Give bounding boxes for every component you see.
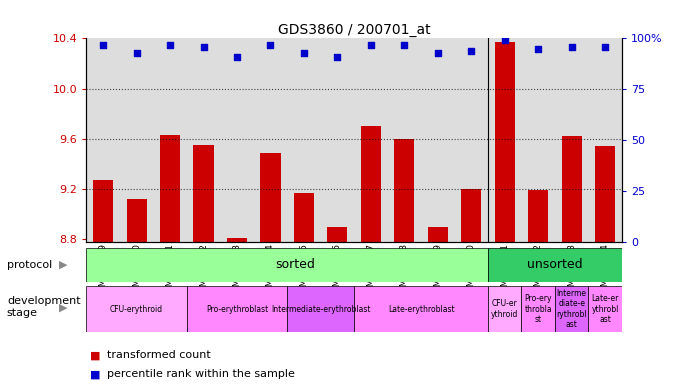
Bar [595, 146, 615, 242]
Bar [461, 189, 482, 242]
Title: GDS3860 / 200701_at: GDS3860 / 200701_at [278, 23, 430, 37]
Text: Late-erythroblast: Late-erythroblast [388, 305, 455, 314]
Bar [126, 199, 146, 242]
Point [231, 54, 243, 60]
Point [366, 41, 377, 48]
Point [499, 37, 510, 43]
Text: Pro-ery
throbla
st: Pro-ery throbla st [524, 294, 552, 324]
FancyBboxPatch shape [86, 286, 187, 332]
FancyBboxPatch shape [555, 286, 589, 332]
Text: unsorted: unsorted [527, 258, 583, 271]
Text: sorted: sorted [276, 258, 316, 271]
Text: Pro-erythroblast: Pro-erythroblast [206, 305, 268, 314]
Point [566, 43, 577, 50]
Point [332, 54, 343, 60]
Text: ■: ■ [90, 369, 100, 379]
Point [265, 41, 276, 48]
Point [164, 41, 176, 48]
FancyBboxPatch shape [354, 286, 488, 332]
Point [299, 50, 310, 56]
Bar [495, 42, 515, 242]
Bar [193, 145, 214, 242]
Text: Interme
diate-e
rythrobl
ast: Interme diate-e rythrobl ast [556, 289, 587, 329]
Point [97, 41, 108, 48]
Bar [294, 193, 314, 242]
Text: ▶: ▶ [59, 302, 67, 312]
Point [131, 50, 142, 56]
Bar [428, 227, 448, 242]
Text: CFU-erythroid: CFU-erythroid [110, 305, 163, 314]
Bar [395, 139, 415, 242]
Point [399, 41, 410, 48]
Text: ■: ■ [90, 350, 100, 360]
Bar [361, 126, 381, 242]
Text: protocol: protocol [7, 260, 52, 270]
Text: ▶: ▶ [59, 260, 67, 270]
Bar [160, 135, 180, 242]
Bar [93, 180, 113, 242]
FancyBboxPatch shape [488, 286, 522, 332]
Text: percentile rank within the sample: percentile rank within the sample [107, 369, 295, 379]
Text: Late-er
ythrobl
ast: Late-er ythrobl ast [591, 294, 619, 324]
Point [198, 43, 209, 50]
Point [466, 48, 477, 54]
Point [600, 43, 611, 50]
FancyBboxPatch shape [187, 286, 287, 332]
Bar [528, 190, 548, 242]
Text: transformed count: transformed count [107, 350, 211, 360]
Point [533, 46, 544, 52]
Text: CFU-er
ythroid: CFU-er ythroid [491, 300, 518, 319]
FancyBboxPatch shape [522, 286, 555, 332]
Bar [562, 136, 582, 242]
Text: Intermediate-erythroblast: Intermediate-erythroblast [271, 305, 370, 314]
Text: development
stage: development stage [7, 296, 81, 318]
Point [433, 50, 444, 56]
Bar [328, 227, 348, 242]
FancyBboxPatch shape [589, 286, 622, 332]
FancyBboxPatch shape [86, 248, 488, 282]
Bar [261, 153, 281, 242]
Bar [227, 238, 247, 242]
FancyBboxPatch shape [488, 248, 622, 282]
FancyBboxPatch shape [287, 286, 354, 332]
